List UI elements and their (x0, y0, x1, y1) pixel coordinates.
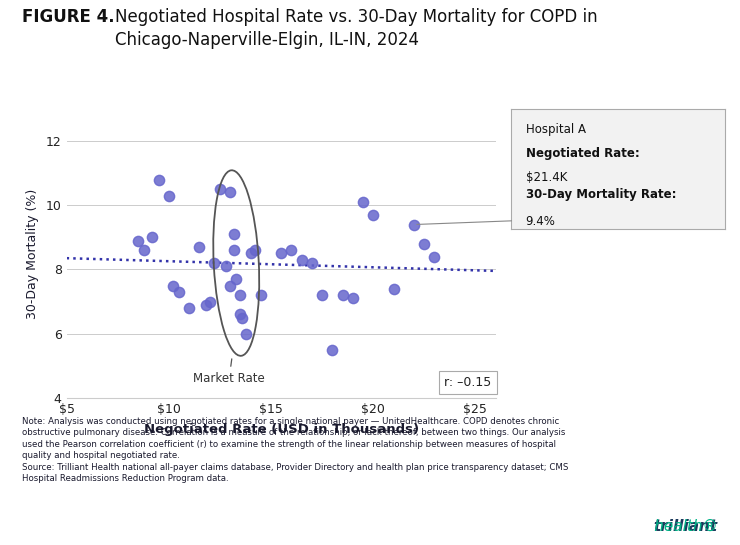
Point (337, 291, 349, 300)
Point (237, 313, 249, 322)
Point (220, 262, 232, 271)
Point (367, 210, 379, 219)
Text: trilliant: trilliant (653, 519, 718, 534)
Text: 9.4%: 9.4% (525, 215, 556, 227)
Text: FIGURE 4.: FIGURE 4. (22, 8, 115, 26)
Point (228, 230, 240, 239)
Point (184, 304, 195, 312)
Point (173, 288, 185, 296)
Text: Negotiated Hospital Rate vs. 30-Day Mortality for COPD in
Chicago-Naperville-Elg: Negotiated Hospital Rate vs. 30-Day Mort… (115, 8, 597, 49)
Point (245, 249, 257, 258)
Point (286, 246, 297, 255)
Text: r: –0.15: r: –0.15 (444, 376, 491, 389)
Point (147, 233, 158, 242)
Point (152, 175, 164, 184)
Text: Negotiated Rate:: Negotiated Rate: (525, 147, 639, 160)
Point (255, 291, 266, 300)
Point (316, 291, 328, 300)
Point (230, 275, 242, 283)
X-axis label: Negotiated Rate (USD in Thousands): Negotiated Rate (USD in Thousands) (144, 423, 419, 435)
Text: Market Rate: Market Rate (193, 359, 265, 385)
Point (214, 185, 226, 193)
Point (138, 246, 150, 255)
Text: health®: health® (586, 519, 718, 534)
Point (167, 281, 179, 290)
Point (428, 252, 440, 261)
Text: 30-Day Mortality Rate:: 30-Day Mortality Rate: (525, 188, 676, 201)
Point (235, 291, 246, 300)
Point (408, 220, 420, 229)
Text: Note: Analysis was conducted using negotiated rates for a single national payer : Note: Analysis was conducted using negot… (22, 417, 568, 483)
Point (249, 246, 260, 255)
Point (208, 259, 220, 268)
Point (132, 236, 144, 245)
Point (228, 246, 240, 255)
Point (306, 259, 317, 268)
Point (326, 346, 338, 354)
Point (418, 239, 430, 248)
Text: $21.4K: $21.4K (525, 171, 567, 184)
Point (275, 249, 287, 258)
Point (163, 191, 175, 200)
Point (224, 281, 236, 290)
Point (357, 198, 369, 207)
Point (388, 284, 400, 293)
Point (235, 310, 246, 319)
Point (296, 256, 308, 264)
Point (204, 297, 215, 306)
Point (194, 243, 206, 251)
Point (200, 300, 212, 309)
Point (224, 188, 236, 197)
Text: Hospital A: Hospital A (525, 123, 585, 136)
Y-axis label: 30-Day Mortality (%): 30-Day Mortality (%) (26, 189, 39, 318)
Point (240, 329, 252, 338)
Point (347, 294, 359, 302)
